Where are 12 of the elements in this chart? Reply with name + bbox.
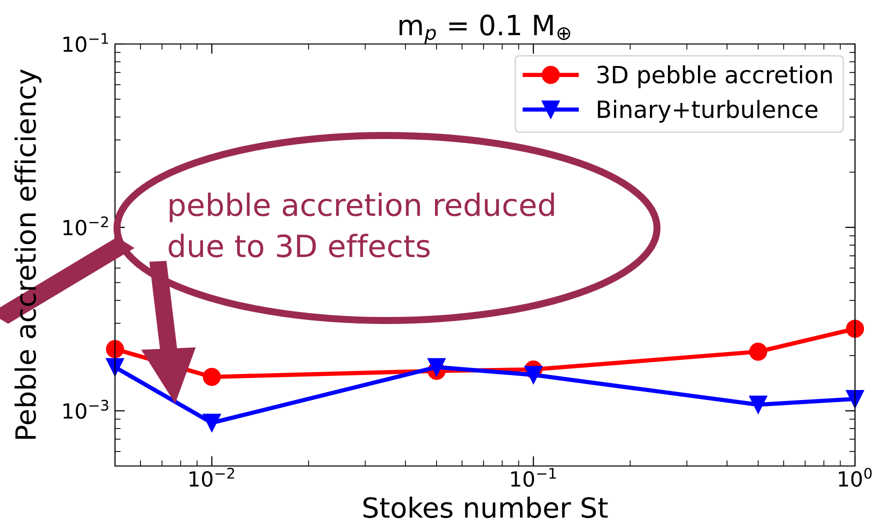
x-tick-label: 10$^{0}$ — [838, 468, 872, 487]
x-tick-label: 10$^{−2}$ — [190, 468, 234, 487]
y-tick-label: 10$^{−3}$ — [63, 400, 108, 419]
chart-title: m$_{p}$ = 0.1 M$_{⊕}$ — [400, 14, 570, 44]
y-tick-label: 10$^{−1}$ — [63, 33, 108, 52]
x-axis-title: Stokes number St — [363, 496, 608, 518]
annotation: pebble accretion reduced due to 3D effects — [168, 192, 554, 258]
x-tick-label: 10$^{−1}$ — [511, 468, 556, 487]
y-axis-title: Pebble accretion efficiency — [14, 69, 42, 439]
legend-label: 3D pebble accretion — [597, 65, 832, 88]
legend-label: Binary+turbulence — [598, 100, 818, 123]
y-tick-label: 10$^{−2}$ — [63, 216, 108, 236]
